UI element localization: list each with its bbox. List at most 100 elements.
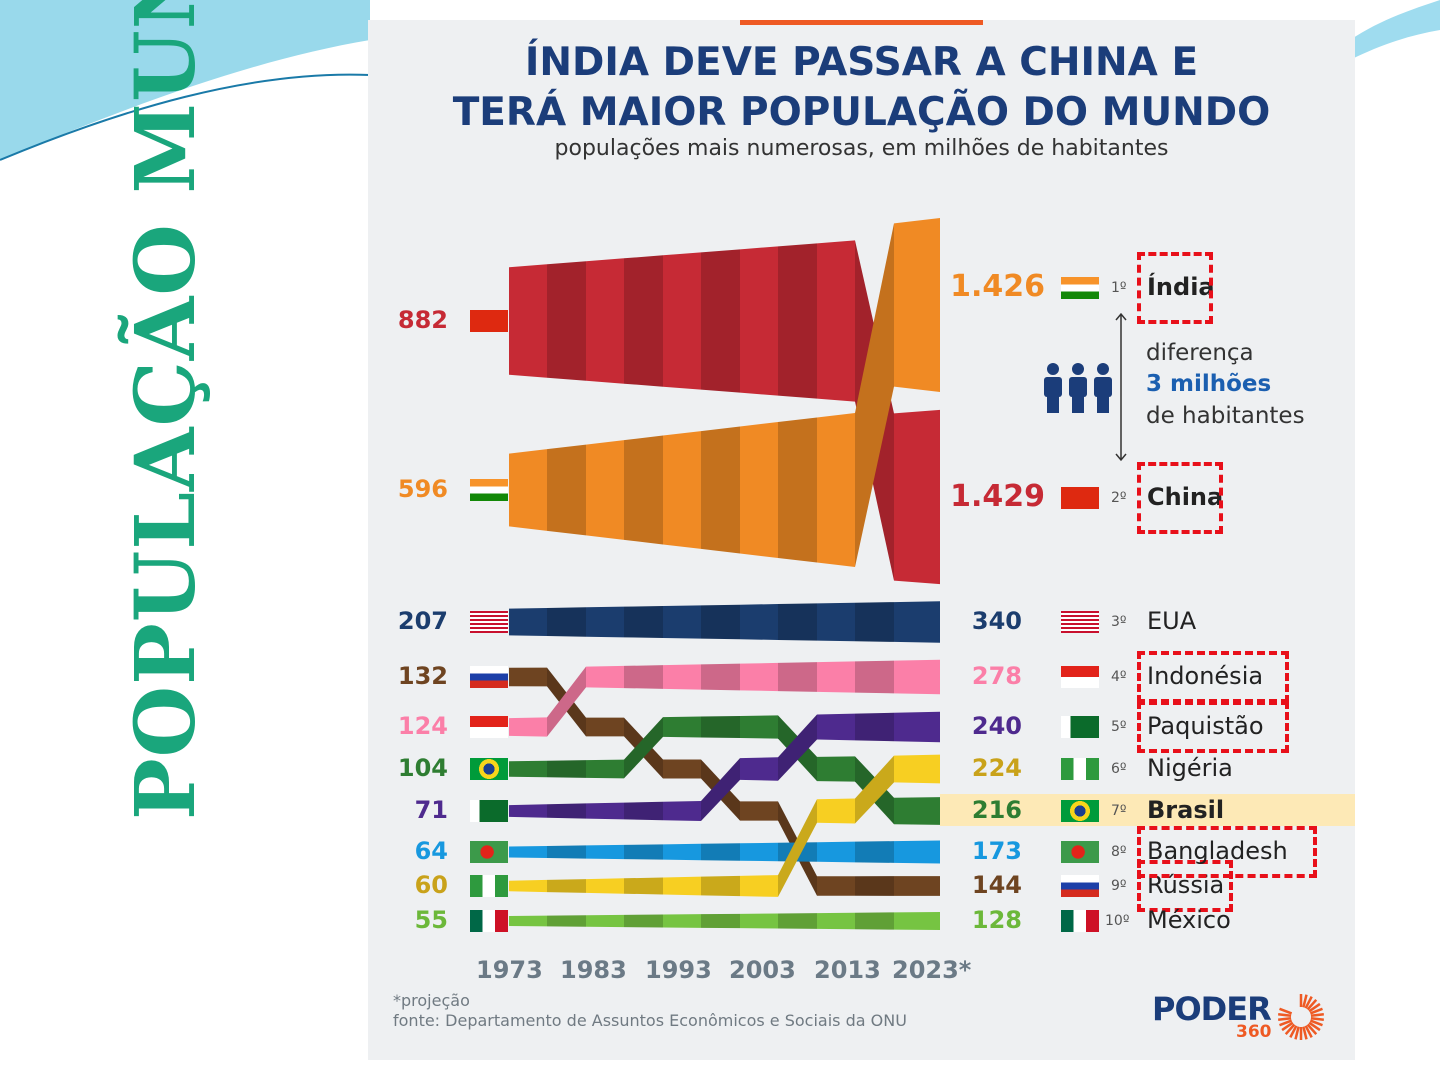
ribbon-segment [624, 255, 663, 387]
footnote: *projeção [393, 991, 470, 1010]
ribbon-segment [740, 662, 778, 692]
ribbon-segment [817, 602, 855, 642]
ribbon-segment [740, 875, 778, 897]
ribbon-segment [586, 258, 624, 384]
ribbon-segment [624, 606, 663, 638]
indonesia-flag-icon [1061, 666, 1099, 688]
annotation-box [1137, 252, 1213, 324]
end-value: 1.426 [950, 269, 1045, 304]
poder360-logo-sub: 360 [1236, 1022, 1272, 1042]
ribbon-segment [547, 915, 586, 927]
ribbon-segment [778, 799, 817, 897]
china-flag-icon [470, 310, 508, 332]
ribbon-segment [663, 876, 701, 896]
ribbon-segment [701, 249, 740, 393]
end-value: 216 [971, 796, 1022, 824]
brasil-highlight [940, 794, 1355, 826]
mexico-flag-icon [470, 910, 508, 932]
start-value: 71 [414, 796, 448, 824]
ribbon-segment [817, 713, 855, 741]
ribbon-segment [740, 422, 778, 558]
china-flag-icon [1061, 487, 1099, 509]
ribbon-segment [894, 218, 940, 392]
ribbon-segment [624, 435, 663, 545]
ribbon-segment [778, 243, 817, 399]
ribbon-segment [586, 606, 624, 638]
rank-label: 2º [1111, 490, 1127, 506]
rank-label: 1º [1111, 280, 1127, 296]
rank-label: 7º [1111, 803, 1127, 819]
ribbon-segment [509, 760, 547, 778]
ribbon-segment [547, 803, 586, 819]
brazil-flag-icon [1061, 800, 1099, 822]
ribbon-segment [894, 711, 940, 743]
country-label: Bangladesh [1147, 837, 1288, 865]
ribbon-segment [817, 412, 855, 568]
ribbon-segment [624, 877, 663, 895]
ribbon-segment [855, 602, 894, 642]
end-value: 128 [971, 906, 1022, 934]
ribbon-segment [586, 844, 624, 860]
series-nigéria [509, 754, 940, 897]
start-value: 596 [397, 475, 448, 503]
ribbon-segment [663, 759, 701, 779]
ribbon-segment [509, 607, 547, 637]
ribbon-segment [586, 878, 624, 894]
ribbon-segment [855, 223, 894, 568]
end-value: 1.429 [950, 479, 1045, 514]
ribbon-segment [740, 801, 778, 821]
x-tick-label: 2003 [729, 956, 796, 984]
nigeria-flag-icon [1061, 758, 1099, 780]
annotation-box [1137, 860, 1233, 912]
end-value: 173 [971, 837, 1022, 865]
pakistan-flag-icon [470, 800, 508, 822]
ribbon-segment [663, 800, 701, 822]
end-value: 278 [971, 662, 1022, 690]
start-value: 104 [397, 754, 448, 782]
ribbon-segment [740, 246, 778, 396]
country-label: Indonésia [1147, 662, 1264, 690]
start-value: 207 [397, 607, 448, 635]
ribbon-segment [663, 716, 701, 738]
series-índia [509, 218, 940, 568]
end-value: 224 [971, 754, 1022, 782]
ribbon-segment [817, 876, 855, 896]
x-tick-label: 2013 [814, 956, 881, 984]
ribbon-segment [663, 252, 701, 390]
series-bangladesh [509, 840, 940, 864]
source: fonte: Departamento de Assuntos Econômic… [393, 1011, 907, 1030]
ribbon-segment [586, 759, 624, 779]
rank-label: 8º [1111, 844, 1127, 860]
pakistan-flag-icon [1061, 716, 1099, 738]
ribbon-segment [586, 914, 624, 928]
ribbon-segment [509, 879, 547, 893]
brazil-flag-icon [470, 758, 508, 780]
difference-value: 3 milhões [1146, 371, 1272, 397]
ribbon-segment [817, 661, 855, 693]
nigeria-flag-icon [470, 875, 508, 897]
rank-label: 9º [1111, 878, 1127, 894]
country-label: Índia [1147, 273, 1215, 301]
ribbon-segment [509, 264, 547, 378]
ribbon-segment [624, 801, 663, 821]
x-tick-label: 1993 [645, 956, 712, 984]
poder360-logo: PODER [1152, 990, 1272, 1028]
ribbon-segment [778, 714, 817, 781]
country-label: Nigéria [1147, 754, 1233, 782]
ribbon-segment [509, 667, 547, 687]
ribbon-segment [547, 760, 586, 778]
country-label: Paquistão [1147, 712, 1264, 740]
start-value: 124 [397, 712, 448, 740]
country-label: México [1147, 906, 1231, 934]
ribbon-segment [701, 426, 740, 554]
russia-flag-icon [470, 666, 508, 688]
ribbon-segment [586, 802, 624, 820]
ribbon-segment [701, 604, 740, 640]
ribbon-segment [894, 876, 940, 896]
ribbon-segment [586, 665, 624, 689]
sun-logo-icon [1278, 994, 1324, 1040]
ribbon-segment [586, 440, 624, 540]
annotation-box [1137, 462, 1223, 534]
ribbon-segment [547, 444, 586, 536]
